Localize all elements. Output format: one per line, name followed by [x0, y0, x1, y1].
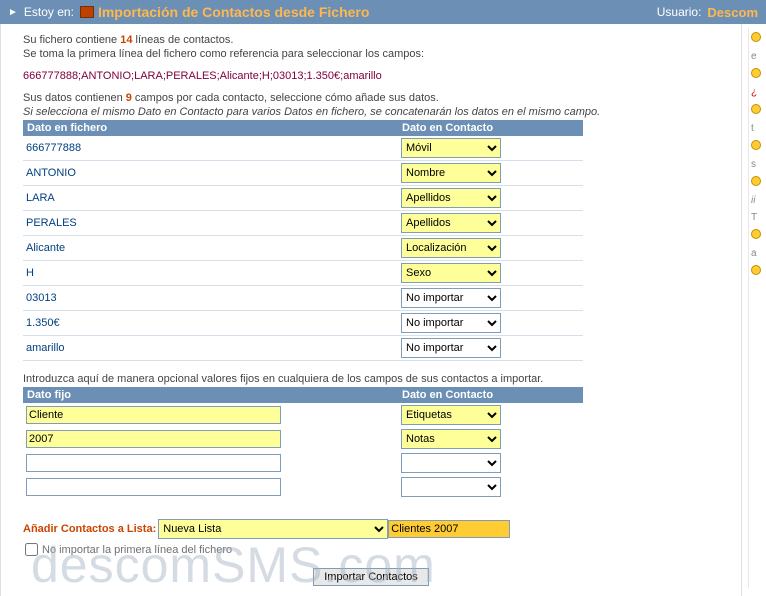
th-dato-contacto-fixed: Dato en Contacto — [398, 387, 583, 403]
new-list-name-input[interactable] — [388, 520, 510, 538]
fixed-row: MóvilNombreApellidosLocalizaciónSexoEtiq… — [23, 451, 583, 475]
fixed-row: MóvilNombreApellidosLocalizaciónSexoEtiq… — [23, 403, 583, 427]
contact-select-cell: MóvilNombreApellidosLocalizaciónSexoEtiq… — [398, 186, 583, 211]
mapping-row: ANTONIOMóvilNombreApellidosLocalizaciónS… — [23, 161, 583, 186]
mapping-row: LARAMóvilNombreApellidosLocalizaciónSexo… — [23, 186, 583, 211]
button-row: Importar Contactos — [23, 568, 719, 586]
fixed-values-table: Dato fijo Dato en Contacto MóvilNombreAp… — [23, 387, 583, 499]
contact-select-cell: MóvilNombreApellidosLocalizaciónSexoEtiq… — [398, 211, 583, 236]
contact-field-select[interactable]: MóvilNombreApellidosLocalizaciónSexoEtiq… — [401, 313, 501, 333]
usuario-label: Usuario: — [657, 5, 702, 19]
contact-select-cell: MóvilNombreApellidosLocalizaciónSexoEtiq… — [398, 311, 583, 336]
mapping-row: amarilloMóvilNombreApellidosLocalización… — [23, 336, 583, 361]
mapping-row: PERALESMóvilNombreApellidosLocalizaciónS… — [23, 211, 583, 236]
dot-icon — [751, 229, 761, 239]
mapping-row: HMóvilNombreApellidosLocalizaciónSexoEti… — [23, 261, 583, 286]
fixed-row: MóvilNombreApellidosLocalizaciónSexoEtiq… — [23, 475, 583, 499]
th-dato-contacto: Dato en Contacto — [398, 120, 583, 136]
mapping-row: AlicanteMóvilNombreApellidosLocalización… — [23, 236, 583, 261]
file-data-cell: 03013 — [23, 286, 398, 311]
page-title: Importación de Contactos desde Fichero — [98, 4, 657, 20]
fixed-value-input[interactable] — [26, 478, 281, 496]
contact-field-select[interactable]: MóvilNombreApellidosLocalizaciónSexoEtiq… — [401, 213, 501, 233]
file-line-count: Su fichero contiene 14 líneas de contact… — [23, 34, 719, 46]
dot-icon — [751, 32, 761, 42]
fixed-intro: Introduzca aquí de manera opcional valor… — [23, 373, 719, 385]
contact-field-select[interactable]: MóvilNombreApellidosLocalizaciónSexoEtiq… — [401, 238, 501, 258]
file-data-cell: Alicante — [23, 236, 398, 261]
fixed-value-input[interactable] — [26, 430, 281, 448]
fixed-contact-select[interactable]: MóvilNombreApellidosLocalizaciónSexoEtiq… — [401, 477, 501, 497]
dot-icon — [751, 68, 761, 78]
file-data-cell: LARA — [23, 186, 398, 211]
username: Descom — [707, 5, 758, 20]
right-sidebar-strip: e ¿ t s ii T a — [748, 28, 766, 588]
fixed-row: MóvilNombreApellidosLocalizaciónSexoEtiq… — [23, 427, 583, 451]
file-data-cell: 1.350€ — [23, 311, 398, 336]
sample-line: 666777888;ANTONIO;LARA;PERALES;Alicante;… — [23, 70, 719, 82]
fixed-contact-select[interactable]: MóvilNombreApellidosLocalizaciónSexoEtiq… — [401, 429, 501, 449]
contact-field-select[interactable]: MóvilNombreApellidosLocalizaciónSexoEtiq… — [401, 188, 501, 208]
contact-select-cell: MóvilNombreApellidosLocalizaciónSexoEtiq… — [398, 261, 583, 286]
contact-field-select[interactable]: MóvilNombreApellidosLocalizaciónSexoEtiq… — [401, 338, 501, 358]
estoy-en-label: Estoy en: — [24, 5, 74, 19]
th-dato-fijo: Dato fijo — [23, 387, 398, 403]
field-count: Sus datos contienen 9 campos por cada co… — [23, 92, 719, 104]
mapping-row: 03013MóvilNombreApellidosLocalizaciónSex… — [23, 286, 583, 311]
contact-field-select[interactable]: MóvilNombreApellidosLocalizaciónSexoEtiq… — [401, 138, 501, 158]
mapping-row: 1.350€MóvilNombreApellidosLocalizaciónSe… — [23, 311, 583, 336]
first-line-note: Se toma la primera línea del fichero com… — [23, 48, 719, 60]
dot-icon — [751, 104, 761, 114]
dot-icon — [751, 265, 761, 275]
dot-icon — [751, 176, 761, 186]
file-data-cell: PERALES — [23, 211, 398, 236]
add-to-list-label: Añadir Contactos a Lista: — [23, 523, 156, 535]
topbar: ► Estoy en: Importación de Contactos des… — [0, 0, 766, 24]
import-button[interactable]: Importar Contactos — [313, 568, 429, 586]
file-data-cell: H — [23, 261, 398, 286]
file-data-cell: amarillo — [23, 336, 398, 361]
fixed-value-input[interactable] — [26, 454, 281, 472]
main-panel: Su fichero contiene 14 líneas de contact… — [0, 24, 742, 596]
mapping-table: Dato en fichero Dato en Contacto 6667778… — [23, 120, 583, 361]
add-to-list-row: Añadir Contactos a Lista: Nueva Lista — [23, 519, 719, 539]
list-select[interactable]: Nueva Lista — [158, 519, 388, 539]
concat-note: Si selecciona el mismo Dato en Contacto … — [23, 106, 719, 118]
skip-first-line-label: No importar la primera línea del fichero — [42, 544, 232, 556]
contact-field-select[interactable]: MóvilNombreApellidosLocalizaciónSexoEtiq… — [401, 263, 501, 283]
file-data-cell: 666777888 — [23, 136, 398, 161]
contact-select-cell: MóvilNombreApellidosLocalizaciónSexoEtiq… — [398, 161, 583, 186]
contact-select-cell: MóvilNombreApellidosLocalizaciónSexoEtiq… — [398, 136, 583, 161]
contact-field-select[interactable]: MóvilNombreApellidosLocalizaciónSexoEtiq… — [401, 288, 501, 308]
file-data-cell: ANTONIO — [23, 161, 398, 186]
fixed-contact-select[interactable]: MóvilNombreApellidosLocalizaciónSexoEtiq… — [401, 453, 501, 473]
arrow-icon: ► — [8, 7, 18, 18]
fixed-value-input[interactable] — [26, 406, 281, 424]
contact-select-cell: MóvilNombreApellidosLocalizaciónSexoEtiq… — [398, 336, 583, 361]
contact-select-cell: MóvilNombreApellidosLocalizaciónSexoEtiq… — [398, 286, 583, 311]
skip-first-line-checkbox[interactable] — [25, 543, 38, 556]
contact-select-cell: MóvilNombreApellidosLocalizaciónSexoEtiq… — [398, 236, 583, 261]
th-dato-fichero: Dato en fichero — [23, 120, 398, 136]
mapping-row: 666777888MóvilNombreApellidosLocalizació… — [23, 136, 583, 161]
skip-first-line-row: No importar la primera línea del fichero — [23, 543, 719, 556]
contact-field-select[interactable]: MóvilNombreApellidosLocalizaciónSexoEtiq… — [401, 163, 501, 183]
dot-icon — [751, 140, 761, 150]
disk-icon — [80, 6, 94, 18]
fixed-contact-select[interactable]: MóvilNombreApellidosLocalizaciónSexoEtiq… — [401, 405, 501, 425]
